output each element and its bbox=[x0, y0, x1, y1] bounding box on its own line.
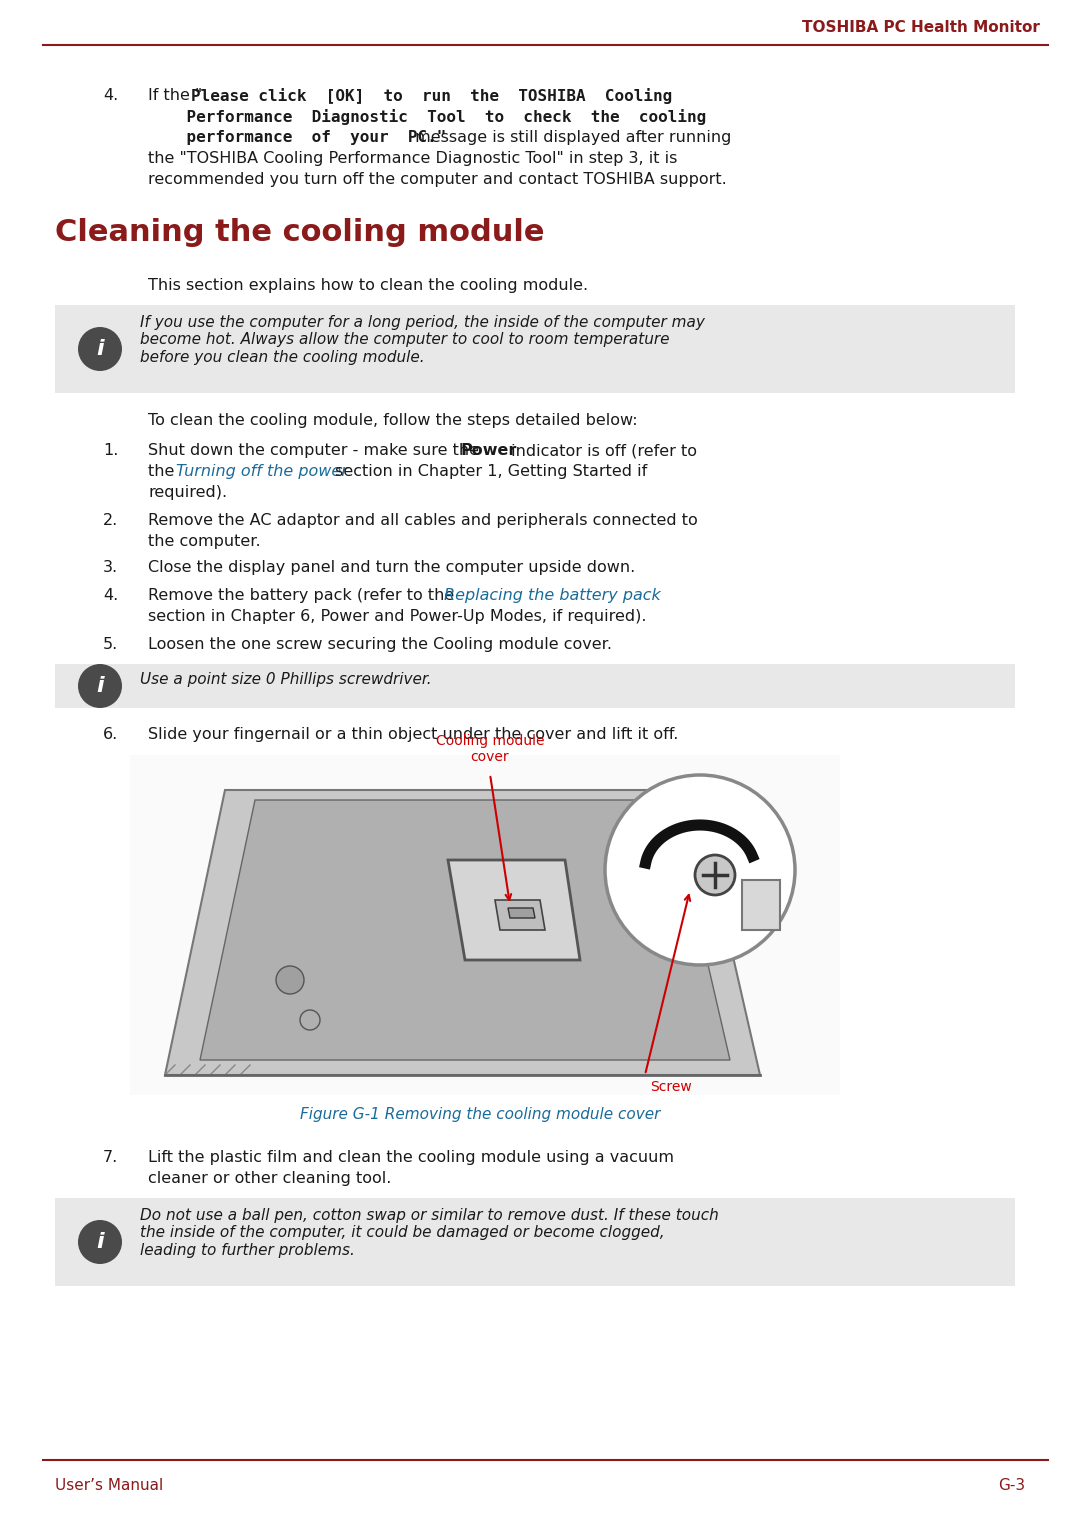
Text: 5.: 5. bbox=[103, 638, 118, 651]
Polygon shape bbox=[165, 790, 760, 1075]
Text: 1.: 1. bbox=[103, 443, 119, 459]
Text: If the ": If the " bbox=[148, 89, 202, 102]
Text: Power: Power bbox=[461, 443, 517, 459]
Text: i: i bbox=[96, 1232, 104, 1252]
Text: G-3: G-3 bbox=[998, 1479, 1025, 1492]
Text: required).: required). bbox=[148, 485, 227, 500]
Text: This section explains how to clean the cooling module.: This section explains how to clean the c… bbox=[148, 278, 589, 294]
FancyBboxPatch shape bbox=[55, 1199, 1015, 1286]
Text: Cleaning the cooling module: Cleaning the cooling module bbox=[55, 219, 544, 248]
Text: i: i bbox=[96, 676, 104, 696]
Circle shape bbox=[276, 966, 303, 994]
Text: message is still displayed after running: message is still displayed after running bbox=[410, 130, 731, 145]
Circle shape bbox=[605, 775, 795, 965]
FancyBboxPatch shape bbox=[130, 755, 840, 1095]
Circle shape bbox=[78, 327, 122, 372]
Text: Figure G-1 Removing the cooling module cover: Figure G-1 Removing the cooling module c… bbox=[300, 1107, 660, 1122]
Text: Loosen the one screw securing the Cooling module cover.: Loosen the one screw securing the Coolin… bbox=[148, 638, 612, 651]
Text: performance  of  your  PC.": performance of your PC." bbox=[148, 130, 446, 145]
Text: 4.: 4. bbox=[103, 89, 118, 102]
Text: Use a point size 0 Phillips screwdriver.: Use a point size 0 Phillips screwdriver. bbox=[140, 673, 432, 687]
Text: the computer.: the computer. bbox=[148, 534, 260, 549]
Polygon shape bbox=[448, 859, 580, 960]
Text: the "TOSHIBA Cooling Performance Diagnostic Tool" in step 3, it is: the "TOSHIBA Cooling Performance Diagnos… bbox=[148, 151, 677, 167]
Text: cleaner or other cleaning tool.: cleaner or other cleaning tool. bbox=[148, 1171, 391, 1187]
Text: TOSHIBA PC Health Monitor: TOSHIBA PC Health Monitor bbox=[802, 20, 1040, 35]
Text: Close the display panel and turn the computer upside down.: Close the display panel and turn the com… bbox=[148, 560, 635, 575]
Text: Remove the battery pack (refer to the: Remove the battery pack (refer to the bbox=[148, 589, 459, 602]
Circle shape bbox=[696, 855, 735, 894]
Text: section in Chapter 1, Getting Started if: section in Chapter 1, Getting Started if bbox=[330, 463, 647, 479]
Text: If you use the computer for a long period, the inside of the computer may
become: If you use the computer for a long perio… bbox=[140, 315, 705, 365]
Text: Do not use a ball pen, cotton swap or similar to remove dust. If these touch
the: Do not use a ball pen, cotton swap or si… bbox=[140, 1208, 719, 1258]
Polygon shape bbox=[200, 800, 730, 1060]
Text: the: the bbox=[148, 463, 179, 479]
Text: 4.: 4. bbox=[103, 589, 118, 602]
FancyBboxPatch shape bbox=[55, 304, 1015, 393]
Text: 2.: 2. bbox=[103, 514, 118, 528]
Text: 3.: 3. bbox=[103, 560, 118, 575]
Text: Shut down the computer - make sure the: Shut down the computer - make sure the bbox=[148, 443, 484, 459]
Text: Turning off the power: Turning off the power bbox=[176, 463, 348, 479]
Circle shape bbox=[300, 1011, 320, 1031]
Text: i: i bbox=[96, 339, 104, 359]
Text: Replacing the battery pack: Replacing the battery pack bbox=[444, 589, 661, 602]
Text: Cooling module
cover: Cooling module cover bbox=[435, 734, 544, 764]
FancyBboxPatch shape bbox=[55, 664, 1015, 708]
Text: Remove the AC adaptor and all cables and peripherals connected to: Remove the AC adaptor and all cables and… bbox=[148, 514, 698, 528]
Circle shape bbox=[78, 664, 122, 708]
Text: section in Chapter 6, Power and Power-Up Modes, if required).: section in Chapter 6, Power and Power-Up… bbox=[148, 609, 647, 624]
Polygon shape bbox=[495, 901, 545, 930]
Text: User’s Manual: User’s Manual bbox=[55, 1479, 163, 1492]
FancyBboxPatch shape bbox=[742, 881, 780, 930]
Text: Screw: Screw bbox=[650, 1079, 692, 1095]
Text: Performance  Diagnostic  Tool  to  check  the  cooling: Performance Diagnostic Tool to check the… bbox=[148, 109, 706, 125]
Text: indicator is off (refer to: indicator is off (refer to bbox=[507, 443, 697, 459]
Circle shape bbox=[78, 1220, 122, 1264]
Text: recommended you turn off the computer and contact TOSHIBA support.: recommended you turn off the computer an… bbox=[148, 171, 727, 187]
Text: 6.: 6. bbox=[103, 726, 118, 742]
Text: 7.: 7. bbox=[103, 1150, 118, 1165]
Text: Please click  [OK]  to  run  the  TOSHIBA  Cooling: Please click [OK] to run the TOSHIBA Coo… bbox=[191, 89, 672, 104]
Text: To clean the cooling module, follow the steps detailed below:: To clean the cooling module, follow the … bbox=[148, 413, 637, 428]
Text: Slide your fingernail or a thin object under the cover and lift it off.: Slide your fingernail or a thin object u… bbox=[148, 726, 678, 742]
Polygon shape bbox=[508, 908, 535, 917]
Text: Lift the plastic film and clean the cooling module using a vacuum: Lift the plastic film and clean the cool… bbox=[148, 1150, 674, 1165]
